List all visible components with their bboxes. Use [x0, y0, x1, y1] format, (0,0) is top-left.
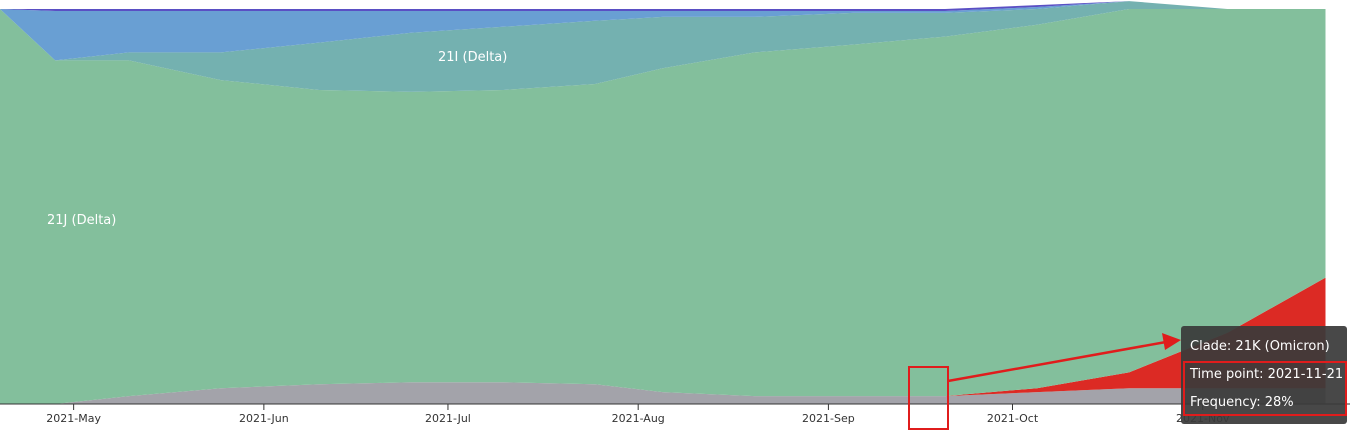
area-label-21j: 21J (Delta): [47, 213, 116, 228]
area-series-2[interactable]: [0, 9, 1326, 404]
x-tick-label: 2021-Sep: [802, 412, 855, 425]
x-tick-label: 2021-Jul: [425, 412, 471, 425]
area-series-5[interactable]: [0, 1, 1326, 11]
annotation-arrow-head: [1162, 333, 1181, 350]
x-tick-label: 2021-Aug: [612, 412, 665, 425]
tooltip-clade: Clade: 21K (Omicron): [1190, 339, 1330, 354]
tooltip-time-point: Time point: 2021-11-21: [1190, 367, 1344, 382]
tooltip-highlight-box: [1183, 361, 1347, 416]
area-series-0[interactable]: [0, 382, 1326, 404]
hover-tooltip: Clade: 21K (Omicron) Time point: 2021-11…: [1181, 326, 1347, 424]
x-tick-label: 2021-Jun: [239, 412, 289, 425]
x-tick-label: 2021-Oct: [987, 412, 1039, 425]
area-series-3[interactable]: [0, 1, 1326, 92]
area-label-21i: 21I (Delta): [438, 50, 507, 65]
annotation-arrow-line: [947, 340, 1167, 383]
timepoint-highlight-box: [908, 366, 949, 430]
x-tick-label: 2021-May: [46, 412, 101, 425]
area-series-4[interactable]: [0, 1, 1326, 61]
tooltip-frequency: Frequency: 28%: [1190, 395, 1294, 410]
